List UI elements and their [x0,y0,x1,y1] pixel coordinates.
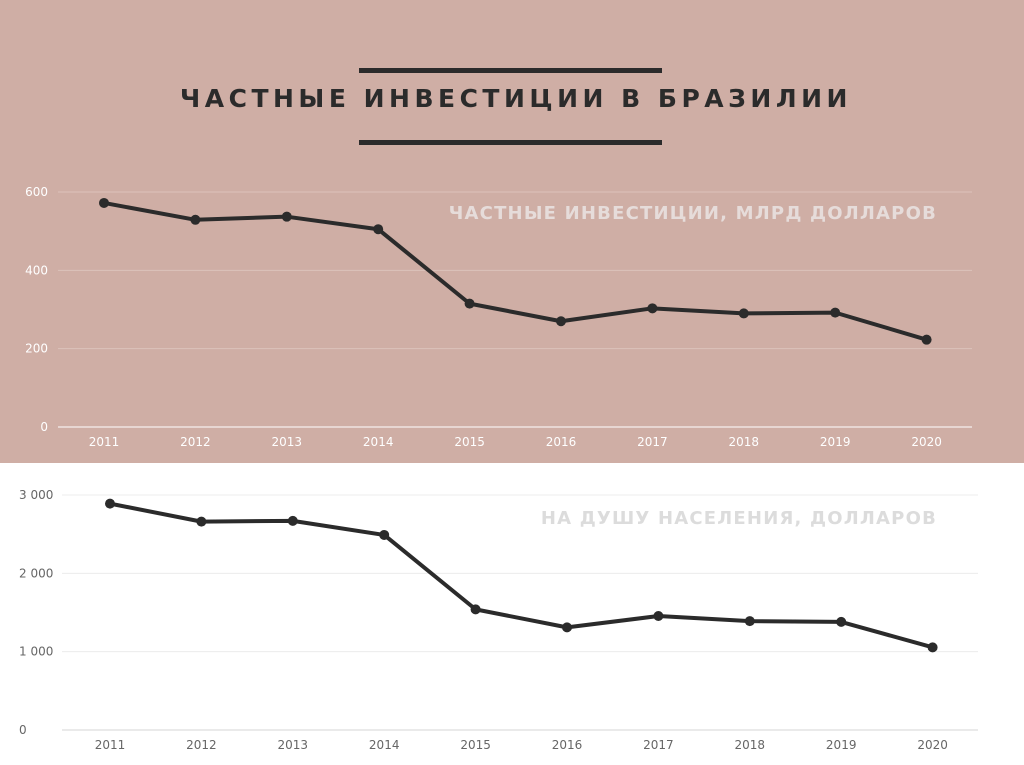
investment-x-tick-label: 2011 [89,435,120,449]
investment-chart-title: ЧАСТНЫЕ ИНВЕСТИЦИИ, МЛРД ДОЛЛАРОВ [449,203,937,224]
investment-y-tick-label: 200 [25,342,48,356]
investment-data-point [464,298,475,309]
investment-x-tick-label: 2017 [637,435,668,449]
per-capita-data-point [836,616,847,627]
investment-data-point [830,307,841,318]
per-capita-x-tick-label: 2011 [95,738,126,752]
per-capita-chart: 0 1 000 2 000 3 000 2011 2012 2013 2014 2015 2016… [19,488,978,752]
investment-x-tick-label: 2016 [546,435,577,449]
per-capita-chart-title: НА ДУШУ НАСЕЛЕНИЯ, ДОЛЛАРОВ [541,508,937,529]
top-chart-panel [0,0,1024,463]
investment-x-tick-label: 2018 [729,435,760,449]
investment-data-point [373,224,384,235]
investment-x-tick-label: 2020 [911,435,942,449]
investment-x-tick-label: 2014 [363,435,394,449]
per-capita-x-tick-label: 2012 [186,738,217,752]
page-title: ЧАСТНЫЕ ИНВЕСТИЦИИ В БРАЗИЛИИ [180,84,852,113]
per-capita-y-tick-label: 1 000 [19,645,53,659]
investment-data-point [190,214,201,225]
per-capita-x-tick-label: 2013 [278,738,309,752]
per-capita-x-tick-label: 2017 [643,738,674,752]
investment-data-point [921,334,932,345]
per-capita-data-point [470,604,481,615]
per-capita-y-tick-label: 2 000 [19,566,53,580]
per-capita-data-point [653,611,664,622]
title-rule-bottom [359,140,662,145]
per-capita-x-tick-label: 2015 [460,738,491,752]
per-capita-data-point [744,616,755,627]
per-capita-data-point [379,529,390,540]
investment-y-tick-label: 400 [25,263,48,277]
per-capita-x-tick-label: 2020 [917,738,948,752]
per-capita-data-point [287,515,298,526]
investment-x-tick-label: 2012 [180,435,211,449]
per-capita-x-tick-label: 2018 [735,738,766,752]
per-capita-x-tick-label: 2014 [369,738,400,752]
title-rule-top [359,68,662,73]
investment-x-tick-label: 2015 [454,435,485,449]
investment-data-point [647,303,658,314]
investment-x-tick-label: 2019 [820,435,851,449]
per-capita-data-point [927,642,938,653]
per-capita-x-tick-label: 2019 [826,738,857,752]
investment-y-tick-label: 600 [25,185,48,199]
investment-data-point [556,316,566,327]
per-capita-data-point [196,516,207,527]
investment-y-tick-label: 0 [40,420,48,434]
per-capita-data-point [562,622,572,633]
investment-series-line [102,200,929,342]
investment-data-point [281,211,292,222]
investment-x-tick-label: 2013 [272,435,303,449]
per-capita-y-tick-label: 3 000 [19,488,53,502]
per-capita-x-tick-label: 2016 [552,738,583,752]
per-capita-data-point [105,498,115,509]
investment-data-point [99,197,109,208]
investment-data-point [738,308,749,319]
per-capita-y-tick-label: 0 [19,723,27,737]
private-investment-chart: 0 200 400 600 2011 2012 2013 2014 2015 2016 2017 20… [25,185,972,449]
per-capita-series-line [108,501,935,650]
